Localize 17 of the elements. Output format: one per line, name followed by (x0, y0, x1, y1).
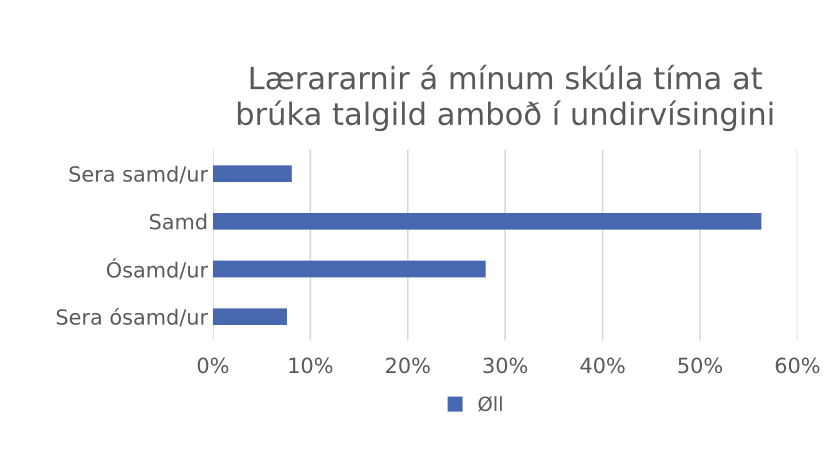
bar (212, 260, 486, 278)
x-tick-label: 50% (678, 358, 722, 374)
legend-label: Øll (478, 396, 502, 412)
x-tick-label: 40% (580, 358, 625, 374)
x-tick-label: 20% (386, 358, 430, 374)
y-tick-label: Samd (150, 213, 206, 230)
bar (212, 308, 287, 326)
x-tick-label: 0% (198, 358, 228, 374)
x-tick-label: 10% (289, 358, 332, 374)
chart-title: Lærararnir á mínum skúla tíma at brúka talgild amboð í undirvísingini (238, 64, 772, 132)
x-tick-label: 60% (776, 358, 820, 374)
y-tick-label: Ósamd/ur (106, 258, 208, 280)
x-tick-label: 30% (484, 358, 528, 374)
y-tick-label: Sera ósamd/ur (56, 308, 208, 327)
y-tick-label: Sera samd/ur (70, 166, 208, 184)
bar (212, 212, 762, 230)
bar (212, 165, 292, 182)
